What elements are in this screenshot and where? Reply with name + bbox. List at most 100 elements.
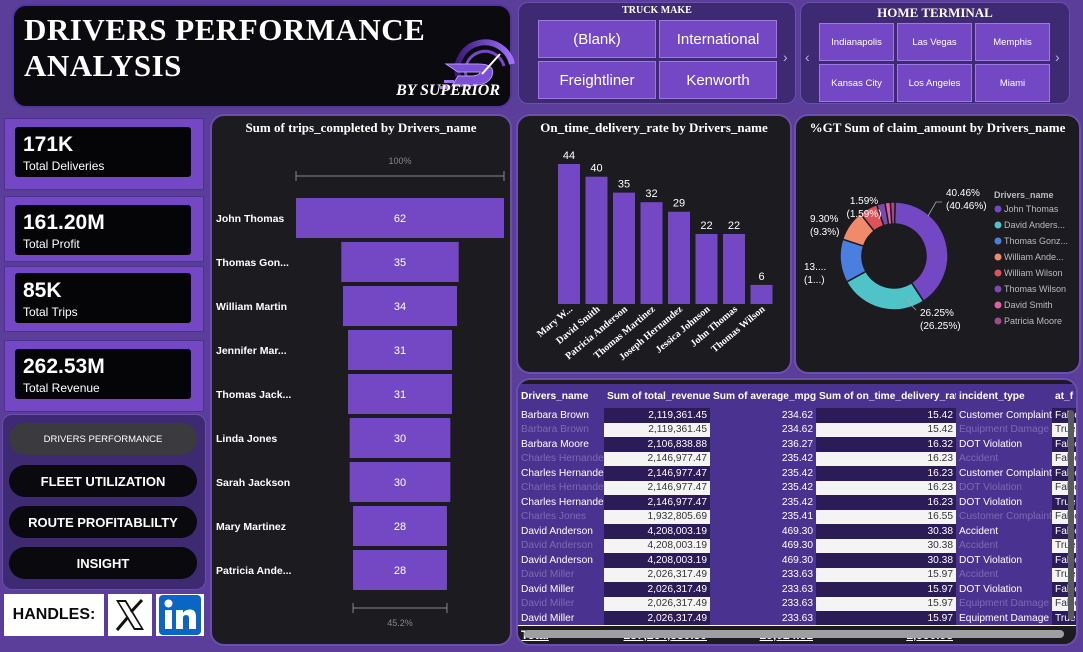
table-row[interactable]: Charles Hernandez 2,146,977.47 235.42 16.23… [518, 495, 1076, 510]
table-cell: 469.30 [710, 553, 816, 568]
home-terminal-option-indianapolis[interactable]: Indianapolis [819, 23, 894, 61]
kpi-card-total-revenue: 262.53M Total Revenue [4, 340, 204, 412]
table-cell: 2,146,977.47 [604, 451, 710, 466]
kpi-value: 161.20M [23, 211, 105, 234]
donut-slice[interactable] [893, 201, 949, 303]
funnel-value-label: 28 [394, 521, 406, 533]
donut-data-label: 13.... [804, 262, 826, 273]
bar-value-label: 22 [728, 220, 740, 232]
bar[interactable] [723, 234, 745, 304]
table-row[interactable]: David Miller 2,026,317.49 233.63 15.97 Equip… [518, 596, 1076, 611]
home-terminal-option-las-vegas[interactable]: Las Vegas [897, 23, 972, 61]
table-row[interactable]: Charles Hernandez 2,146,977.47 235.42 16.23… [518, 480, 1076, 495]
table-row[interactable]: David Miller 2,026,317.49 233.63 15.97 DOT V… [518, 582, 1076, 597]
donut-data-label: 9.30% [810, 214, 838, 225]
chevron-right-icon[interactable]: › [783, 49, 788, 65]
table-cell: 234.62 [710, 408, 816, 423]
funnel-bar[interactable] [353, 506, 447, 546]
column-header[interactable]: Sum of on_time_delivery_rate [816, 384, 956, 408]
bar[interactable] [558, 164, 580, 304]
table-cell: 4,208,003.19 [604, 524, 710, 539]
funnel-bar[interactable] [349, 462, 451, 502]
home-terminal-option-los-angeles[interactable]: Los Angeles [897, 64, 972, 102]
table-cell: 235.42 [710, 451, 816, 466]
bar[interactable] [640, 202, 663, 304]
table-row[interactable]: David Miller 2,026,317.49 233.63 15.97 Equip… [518, 611, 1076, 626]
table-row[interactable]: Charles Jones 1,932,805.69 235.41 16.55 Cust… [518, 509, 1076, 524]
bar[interactable] [668, 211, 690, 304]
table-cell: DOT Violation [956, 480, 1052, 495]
table-row[interactable]: Barbara Brown 2,119,361.45 234.62 15.42 Equi… [518, 422, 1076, 437]
bar[interactable] [695, 234, 718, 304]
funnel-bar[interactable] [296, 198, 504, 238]
legend-item[interactable]: Patricia Moore [1004, 316, 1062, 326]
funnel-bar[interactable] [341, 242, 459, 282]
legend-item[interactable]: John Thomas [1004, 204, 1059, 214]
bar-value-label: 35 [618, 179, 630, 191]
funnel-bar[interactable] [348, 330, 452, 370]
donut-slice[interactable] [889, 201, 896, 225]
table-row[interactable]: David Miller 2,026,317.49 233.63 15.97 Accid… [518, 567, 1076, 582]
nav-fleet-utilization-button[interactable]: FLEET UTILIZATION [9, 465, 197, 497]
table-row[interactable]: Charles Hernandez 2,146,977.47 235.42 16.23… [518, 451, 1076, 466]
legend-item[interactable]: Thomas Gonz... [1004, 236, 1068, 246]
bar[interactable] [750, 284, 773, 304]
table-cell: 2,146,977.47 [604, 480, 710, 495]
linkedin-icon[interactable] [156, 594, 204, 636]
kpi-label: Total Deliveries [23, 159, 105, 173]
home-terminal-option-miami[interactable]: Miami [975, 64, 1050, 102]
truck-make-option-kenworth[interactable]: Kenworth [659, 61, 777, 99]
legend-item[interactable]: William Ande... [1004, 252, 1064, 262]
table-row[interactable]: David Anderson 4,208,003.19 469.30 30.38 DOT… [518, 553, 1076, 568]
bar-value-label: 22 [700, 220, 712, 232]
table-cell: DOT Violation [956, 582, 1052, 597]
home-terminal-option-kansas-city[interactable]: Kansas City [819, 64, 894, 102]
funnel-category-label: John Thomas [216, 213, 284, 225]
funnel-bar[interactable] [342, 286, 458, 326]
column-header[interactable]: incident_type [956, 384, 1052, 408]
donut-slice[interactable] [845, 270, 925, 311]
table-row[interactable]: David Anderson 4,208,003.19 469.30 30.38 Acc… [518, 524, 1076, 539]
truck-make-option-international[interactable]: International [659, 20, 777, 58]
funnel-category-label: William Martin [216, 301, 287, 313]
column-header[interactable]: Sum of average_mpg [710, 384, 816, 408]
legend-marker [994, 269, 1002, 277]
home-terminal-option-memphis[interactable]: Memphis [975, 23, 1050, 61]
table-row[interactable]: Barbara Brown 2,119,361.45 234.62 15.42 Cust… [518, 408, 1076, 423]
truck-make-option-blank[interactable]: (Blank) [538, 20, 656, 58]
funnel-bar[interactable] [353, 550, 447, 590]
vertical-scrollbar[interactable] [1068, 410, 1074, 620]
funnel-category-label: Sarah Jackson [216, 477, 290, 489]
nav-insight-button[interactable]: INSIGHT [9, 547, 197, 579]
kpi-value: 262.53M [23, 355, 105, 378]
nav-drivers-performance-button[interactable]: DRIVERS PERFORMANCE [9, 423, 197, 455]
column-header[interactable]: Drivers_name [518, 384, 604, 408]
table-cell: Equipment Damage [956, 611, 1052, 626]
table-cell: David Miller [518, 582, 604, 597]
table-row[interactable]: David Anderson 4,208,003.19 469.30 30.38 Acc… [518, 538, 1076, 553]
legend-item[interactable]: Thomas Wilson [1004, 284, 1066, 294]
table-row[interactable]: Barbara Moore 2,106,838.88 236.27 16.32 DOT … [518, 437, 1076, 452]
x-icon[interactable] [108, 594, 152, 636]
table-cell: 30.38 [816, 538, 956, 553]
funnel-bar[interactable] [348, 374, 452, 414]
bar[interactable] [613, 192, 635, 304]
chevron-left-icon[interactable]: ‹ [805, 49, 810, 65]
kpi-label: Total Trips [23, 305, 78, 319]
column-header[interactable]: at_f [1052, 384, 1076, 408]
nav-route-profitability-button[interactable]: ROUTE PROFITABLILTY [9, 506, 197, 538]
legend-item[interactable]: David Smith [1004, 300, 1053, 310]
horizontal-scrollbar[interactable] [524, 630, 1064, 638]
truck-make-option-freightliner[interactable]: Freightliner [538, 61, 656, 99]
bar[interactable] [585, 176, 608, 304]
table-row[interactable]: Charles Hernandez 2,146,977.47 235.42 16.23… [518, 466, 1076, 481]
legend-item[interactable]: William Wilson [1004, 268, 1063, 278]
donut-data-label-sub: (1...) [804, 275, 825, 286]
column-header[interactable]: Sum of total_revenue [604, 384, 710, 408]
funnel-bar[interactable] [349, 418, 451, 458]
chevron-right-icon[interactable]: › [1055, 49, 1060, 65]
table-cell: 2,146,977.47 [604, 495, 710, 510]
speedometer-logo-icon [440, 39, 515, 89]
table-cell: False [1052, 596, 1076, 611]
legend-item[interactable]: David Anders... [1004, 220, 1065, 230]
